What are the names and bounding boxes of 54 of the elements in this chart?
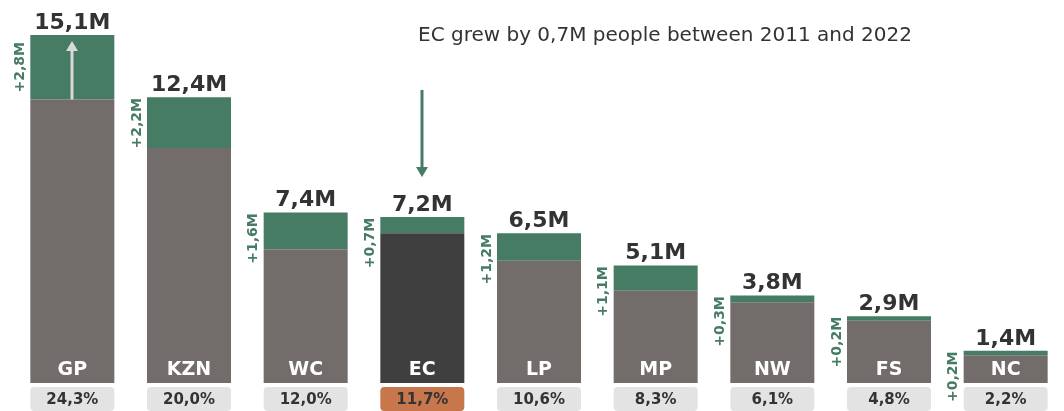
text: 6,1% (751, 389, 794, 408)
data-label: +0,3M (710, 296, 727, 347)
x-tick-label: MP (639, 357, 673, 379)
total-label: 2,9M (858, 290, 920, 316)
data-label: +0,2M (944, 351, 961, 402)
total-label: 15,1M (34, 9, 111, 34)
text: 2,2% (984, 389, 1027, 408)
total-label: 12,4M (150, 71, 228, 97)
bar (263, 249, 348, 383)
total-label: 5,1M (625, 239, 687, 265)
x-tick-label: KZN (166, 357, 212, 379)
x-tick-label: EC (408, 357, 436, 379)
total-label: 6,5M (508, 207, 570, 233)
bar (30, 99, 115, 383)
data-label: +1,2M (477, 233, 494, 285)
bar (263, 212, 348, 250)
bar (963, 355, 1048, 383)
x-tick-label: NC (990, 357, 1021, 379)
text: 8,3% (634, 389, 677, 408)
x-tick-label: WC (288, 357, 324, 379)
chart-title: EC grew by 0,7M people between 2011 and 2022 (418, 22, 912, 46)
bar (730, 295, 815, 303)
x-tick-label: FS (875, 357, 903, 379)
bar (730, 302, 815, 383)
bar (147, 147, 231, 383)
data-label: +1,1M (594, 266, 611, 317)
data-label: +2,8M (10, 42, 27, 93)
text: 11,7% (396, 389, 449, 408)
data-label: +0,2M (827, 316, 844, 368)
x-tick-label: NW (753, 357, 791, 379)
x-tick-label: GP (57, 357, 88, 379)
bar (613, 265, 698, 291)
bar (497, 260, 581, 383)
data-label: +2,2M (127, 97, 144, 149)
bar (497, 233, 581, 261)
text: 4,8% (868, 389, 910, 408)
text: 10,6% (512, 389, 566, 408)
data-label: +0,7M (360, 217, 377, 269)
data-label: +1,6M (244, 213, 261, 264)
total-label: 1,4M (975, 324, 1037, 350)
total-label: 7,4M (275, 186, 337, 212)
text: 20,0% (162, 389, 216, 408)
text: 24,3% (46, 389, 99, 408)
bar (847, 316, 931, 321)
bar (380, 217, 465, 234)
bar (147, 97, 231, 148)
bar (847, 320, 931, 383)
total-label: 7,2M (391, 191, 453, 217)
x-tick-label: LP (525, 357, 553, 379)
bar (613, 290, 698, 383)
text: 12,0% (279, 389, 332, 408)
bar (30, 35, 115, 100)
bar (380, 233, 465, 383)
total-label: 3,8M (741, 269, 803, 295)
